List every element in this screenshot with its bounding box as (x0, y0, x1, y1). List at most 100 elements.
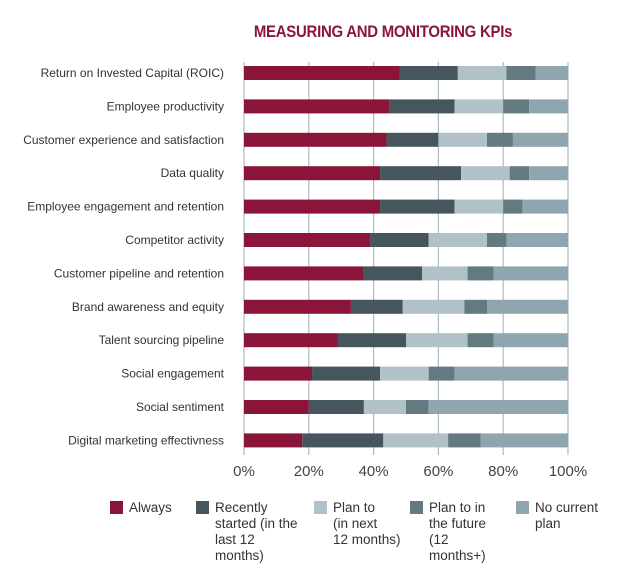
category-label: Customer experience and satisfaction (23, 133, 224, 147)
bar-segment-always (244, 233, 371, 247)
bar-segment-recently (399, 66, 458, 80)
bar-segment-always (244, 66, 400, 80)
bar-segment-plan (503, 199, 523, 214)
bar-segment-no (535, 66, 568, 80)
bar-segment-recently (337, 333, 406, 348)
bar-segment-always (244, 433, 303, 448)
bar-segment-recently (350, 299, 403, 314)
bar-segment-always (244, 199, 381, 214)
bar-segment-plan (383, 433, 449, 448)
category-label: Talent sourcing pipeline (99, 333, 225, 347)
bar-segment-no (493, 266, 568, 281)
legend-item: Plan to in the future (12 months+) (410, 500, 508, 564)
bar-segment-plan (406, 400, 429, 414)
bar-segment-plan (402, 299, 465, 314)
bar-segment-plan (406, 333, 468, 348)
x-tick-label: 40% (359, 463, 389, 480)
legend-swatch (110, 501, 123, 514)
bar-segment-plan (380, 366, 429, 381)
legend-label: Always (129, 500, 172, 516)
legend-label: Recently started (in the last 12 months) (215, 500, 306, 564)
legend-label-line: Recently (215, 500, 268, 515)
legend-swatch (196, 501, 209, 514)
bar-segment-no (529, 166, 568, 181)
category-label: Competitor activity (125, 233, 224, 247)
bar-segment-always (244, 400, 309, 414)
bar-segment-no (454, 366, 568, 381)
legend-label-line: Plan to (333, 500, 376, 515)
bar-segment-plan (428, 233, 487, 247)
legend-label-line: No current (535, 500, 599, 515)
bar-segment-recently (370, 233, 429, 247)
legend-label-line: (12 months+) (429, 532, 486, 563)
bar-segment-no (487, 299, 568, 314)
bar-segment-always (244, 99, 390, 114)
bar-segment-recently (389, 99, 455, 114)
legend-item: Always (110, 500, 188, 564)
legend-label-line: the future (429, 516, 487, 531)
bar-segment-recently (380, 166, 462, 181)
legend-swatch (314, 501, 327, 514)
bar-segment-plan (467, 333, 494, 348)
bar-segment-plan (438, 132, 487, 147)
bar-segment-recently (386, 132, 439, 147)
bar-segment-always (244, 366, 313, 381)
bar-segment-plan (457, 66, 507, 80)
category-label: Employee engagement and retention (27, 200, 224, 214)
legend-label-line: Plan to in (429, 500, 486, 515)
category-label: Brand awareness and equity (72, 300, 224, 314)
bar-segment-plan (422, 266, 468, 281)
category-label: Return on Invested Capital (ROIC) (41, 66, 224, 80)
category-label: Digital marketing effectivness (68, 433, 224, 447)
bar-segment-always (244, 166, 381, 181)
bar-segment-plan (454, 99, 504, 114)
bar-segment-always (244, 299, 351, 314)
category-label: Social sentiment (136, 400, 225, 414)
bar-segment-recently (380, 199, 455, 214)
legend-swatch (410, 501, 423, 514)
legend-swatch (516, 501, 529, 514)
legend-label-line: 12 months) (333, 532, 401, 547)
bar-segment-plan (487, 233, 507, 247)
category-label: Employee productivity (107, 99, 224, 113)
x-tick-label: 20% (294, 463, 324, 480)
x-tick-label: 0% (233, 463, 255, 480)
legend-label-line: started (in the (215, 516, 298, 531)
bar-segment-plan (363, 400, 406, 414)
x-tick-label: 80% (488, 463, 518, 480)
bar-segment-plan (467, 266, 494, 281)
chart-title: MEASURING AND MONITORING KPIs (253, 22, 513, 41)
bar-segment-no (529, 99, 568, 114)
bar-segment-plan (506, 66, 536, 80)
bar-segment-recently (312, 366, 381, 381)
bar-segment-no (522, 199, 568, 214)
x-tick-label: 100% (549, 463, 587, 480)
bar-segment-no (506, 233, 568, 247)
bar-segment-plan (509, 166, 530, 181)
bar-segment-recently (308, 400, 364, 414)
category-label: Data quality (161, 166, 224, 180)
legend-label-line: last 12 months) (215, 532, 264, 563)
bar-segment-always (244, 266, 364, 281)
bar-segment-always (244, 333, 338, 348)
legend-item: No current plan (516, 500, 606, 564)
x-tick-label: 60% (423, 463, 453, 480)
bar-segment-plan (487, 132, 513, 147)
bar-segment-no (493, 333, 568, 348)
legend: Always Recently started (in the last 12 mon… (110, 500, 614, 564)
legend-label-line: (in next (333, 516, 378, 531)
bar-segment-plan (461, 166, 510, 181)
legend-label: Plan to in the future (12 months+) (429, 500, 508, 564)
bar-segment-recently (302, 433, 384, 448)
bar-segment-plan (503, 99, 530, 114)
bar-segment-no (480, 433, 568, 448)
bar-segment-recently (363, 266, 423, 281)
legend-label-line: plan (535, 516, 561, 531)
bar-segment-no (512, 132, 568, 147)
category-label: Social engagement (121, 367, 224, 381)
bar-segment-plan (428, 366, 455, 381)
bar-segment-no (428, 400, 568, 414)
bar-segment-plan (454, 199, 504, 214)
legend-item: Recently started (in the last 12 months) (196, 500, 306, 564)
